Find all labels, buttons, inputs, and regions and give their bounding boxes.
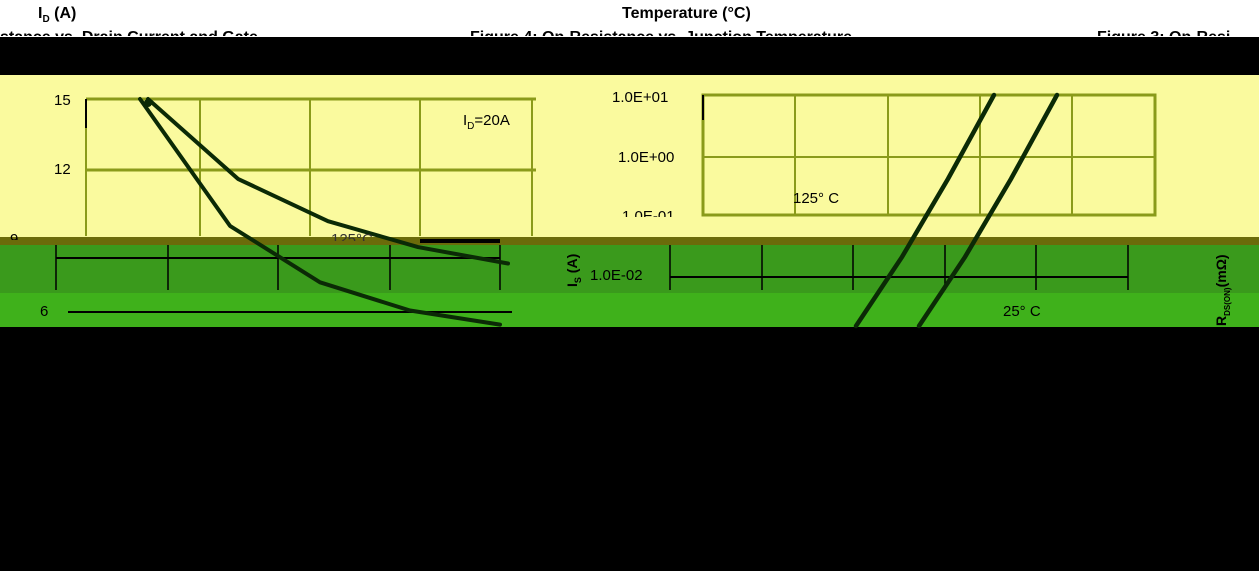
is-axis-label-sub: S: [572, 277, 583, 284]
center-y-tick-1e01: 1.0E+01: [612, 89, 669, 106]
is-axis-label-unit: (A): [564, 253, 580, 278]
green-band-1: [0, 245, 1259, 293]
left-id-annotation: ID=20A: [463, 112, 510, 132]
left-axis-label: ID (A): [38, 5, 76, 25]
center-25c-label: 25° C: [1003, 303, 1041, 320]
left-curve-1: [138, 97, 502, 327]
center-125c-label: 125° C: [793, 190, 840, 207]
left-y-tick-9: 9: [10, 231, 19, 240]
center-curve-1: [916, 92, 1060, 329]
left-curve-origin-point: [144, 99, 152, 107]
left-y-tick-15: 15: [54, 92, 71, 109]
center-y-tick-1e-01: 1.0E-01: [622, 208, 675, 217]
top-black-band: [0, 37, 1259, 75]
center-y-tick-1e-02: 1.0E-02: [590, 267, 643, 284]
rds-axis-label-main: R: [1213, 315, 1229, 326]
left-axis-label-main: I: [38, 5, 43, 22]
left-axis-label-sub: D: [42, 14, 50, 26]
rds-axis-label-sub: DS(ON): [1222, 287, 1232, 316]
is-axis-label-main: I: [564, 283, 580, 287]
rds-axis-label: RDS(ON)(mΩ): [1213, 254, 1253, 326]
green-band-2: [0, 293, 1259, 327]
left-id-annotation-main: I: [463, 112, 468, 129]
left-y-tick-12: 12: [54, 161, 71, 178]
olive-band: [0, 237, 1259, 245]
left-y-tick-6: 6: [40, 303, 49, 320]
left-id-annotation-sub: D: [467, 121, 475, 132]
is-axis-label: IS (A): [564, 254, 583, 287]
center-curve-0: [853, 92, 997, 329]
left-curve-0: [146, 97, 510, 266]
left-figure-title: stance vs. Drain Current and Gate: [0, 27, 330, 36]
left-id-annotation-value: =20A: [474, 112, 510, 129]
right-figure-title: Figure 3: On-Resi: [1097, 27, 1259, 36]
center-y-tick-1e00: 1.0E+00: [618, 149, 675, 166]
center-axis-label: Temperature (°C): [622, 5, 751, 22]
left-axis-label-unit: (A): [49, 5, 77, 22]
bottom-black-block: [0, 327, 1259, 571]
left-temp-annotation-hot: 125°C: [331, 231, 373, 241]
center-figure-title: Figure 4: On-Resistance vs. Junction Tem…: [470, 27, 940, 36]
left-temp-annotation: 125°C: [331, 231, 373, 241]
rds-axis-label-unit: (mΩ): [1213, 254, 1229, 288]
